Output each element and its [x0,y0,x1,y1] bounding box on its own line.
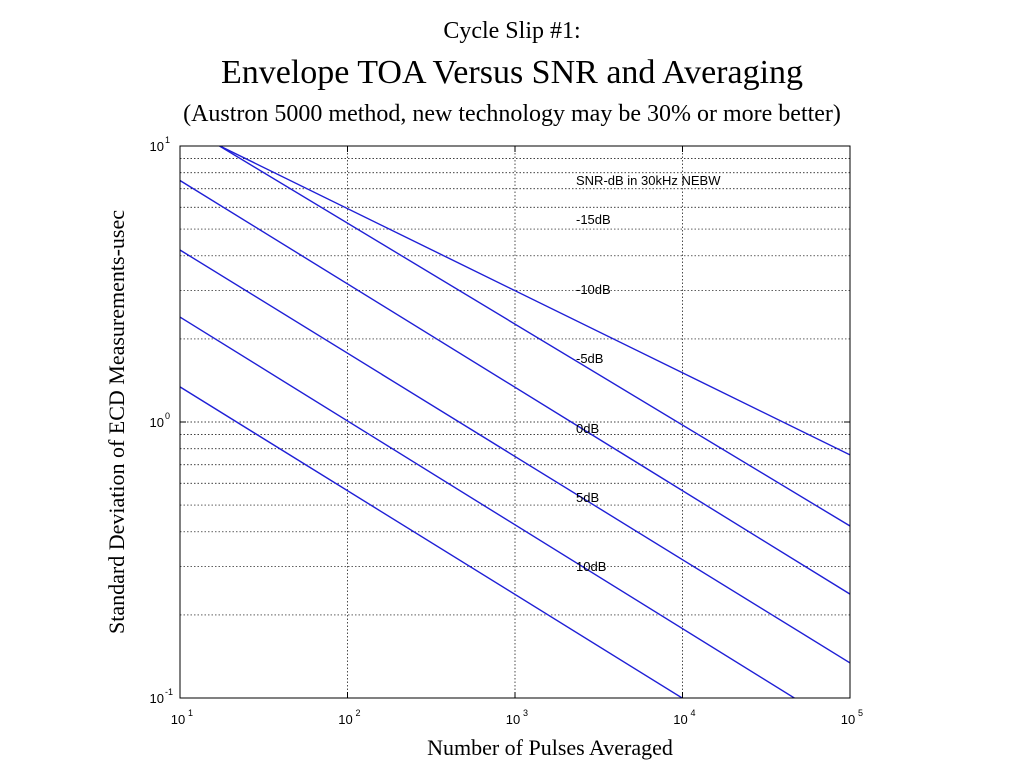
x-tick-exponent: 4 [691,708,696,718]
series-label-5dB: 5dB [576,490,599,505]
y-tick-exponent: 0 [165,411,170,421]
y-axis-label: Standard Deviation of ECD Measurements-u… [104,210,129,634]
series-group [180,146,850,698]
series-line-10dB [180,386,684,698]
series-line-0dB [180,249,850,664]
series-line--15dB [219,146,850,456]
x-tick-exponent: 5 [858,708,863,718]
y-tick-label: 10 [150,415,164,430]
x-tick-label: 10 [841,712,855,727]
series-label--5dB: -5dB [576,351,603,366]
y-tick-label: 10 [150,691,164,706]
x-axis-label: Number of Pulses Averaged [427,735,673,760]
series-line-5dB [180,316,796,698]
x-tick-exponent: 1 [188,708,193,718]
x-tick-label: 10 [506,712,520,727]
tick-marks [179,145,851,699]
series-label-0dB: 0dB [576,421,599,436]
series-label--15dB: -15dB [576,212,611,227]
x-tick-exponent: 3 [523,708,528,718]
grid [180,146,850,698]
series-label-10dB: 10dB [576,559,606,574]
series-label--10dB: -10dB [576,282,611,297]
y-tick-label: 10 [150,139,164,154]
x-tick-label: 10 [338,712,352,727]
series-line--10dB [218,146,850,527]
x-tick-label: 10 [171,712,185,727]
legend-title: SNR-dB in 30kHz NEBW [576,173,721,188]
y-tick-exponent: 1 [165,135,170,145]
chart-supertitle: Cycle Slip #1: [443,18,581,44]
y-tick-exponent: -1 [165,687,173,697]
x-tick-exponent: 2 [356,708,361,718]
chart-subtitle: (Austron 5000 method, new technology may… [183,101,841,127]
chart-title: Envelope TOA Versus SNR and Averaging [220,54,804,91]
x-tick-label: 10 [673,712,687,727]
series-line--5dB [180,179,850,595]
